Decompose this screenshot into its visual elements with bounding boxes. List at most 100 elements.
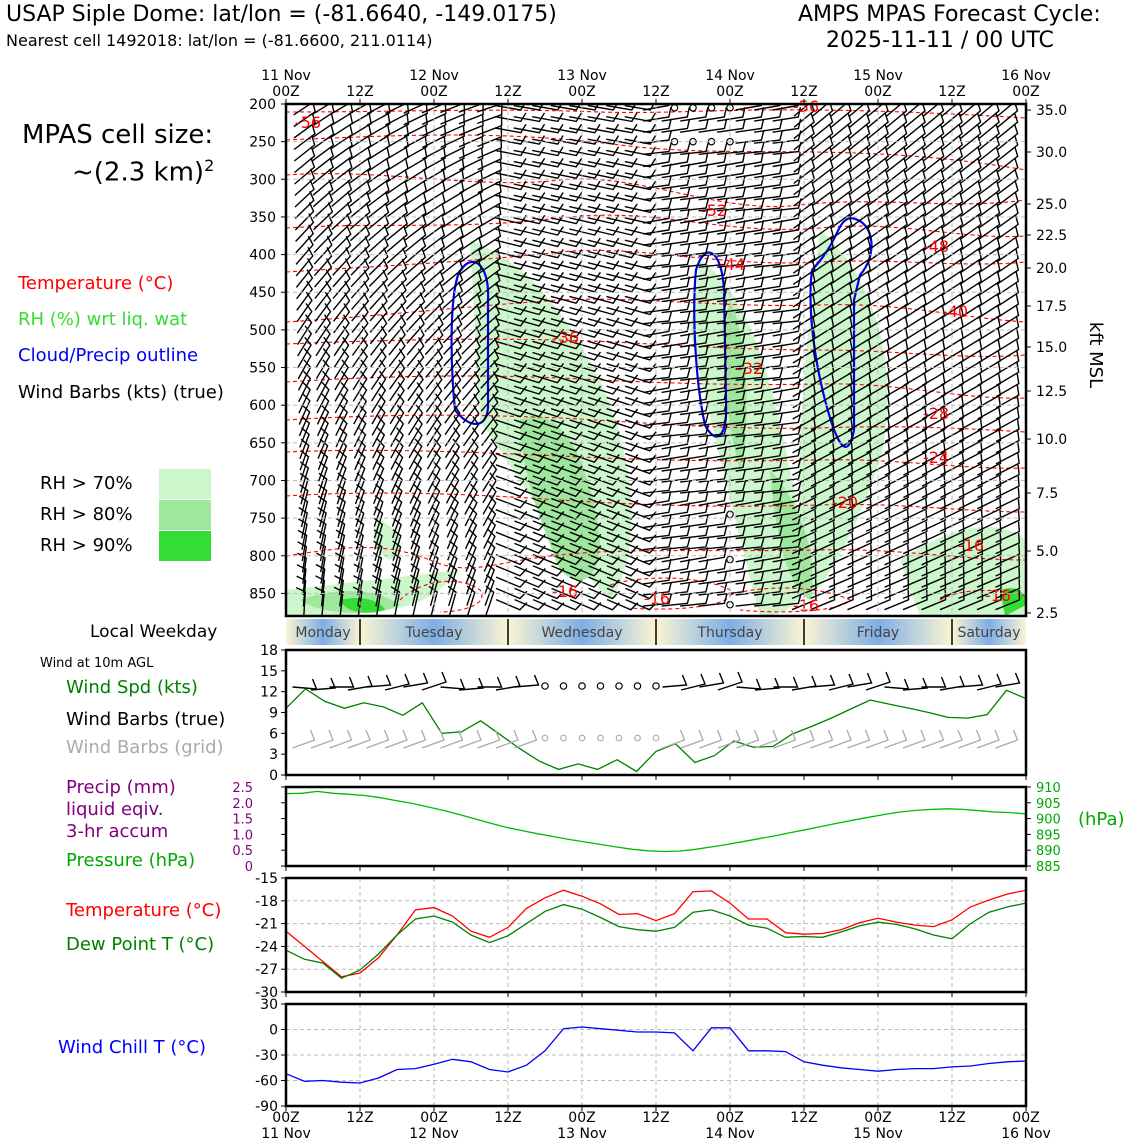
wind-barb-50: [312, 146, 335, 173]
wind-barb-474: [480, 359, 500, 389]
chill-panel-ytick-label-2: -30: [255, 1048, 278, 1064]
wind-barb-291: [406, 325, 425, 356]
wind-barb-1170: [772, 104, 800, 111]
wind-barb-642: [550, 237, 583, 248]
wind-barb-882: [643, 400, 672, 416]
wind-barb-819: [624, 203, 657, 214]
wind-barb-1533: [922, 123, 945, 151]
legend-rh: RH (%) wrt liq. wat: [18, 309, 188, 330]
wind-barb-1159: [754, 480, 784, 494]
wind10m-barb-46: [717, 671, 743, 691]
wind-barb-1294: [810, 475, 835, 499]
wind-barb-13: [295, 235, 314, 265]
wind-barb-548: [513, 192, 546, 202]
wind-barb-588: [532, 135, 564, 145]
wind-barb-1482: [884, 566, 910, 588]
wind-barb-1435: [865, 544, 891, 566]
wind-barb-281: [404, 214, 427, 241]
forecast-cycle-date: 2025-11-11 / 00 UTC: [826, 28, 1054, 53]
wind-barb-740: [587, 328, 620, 339]
wind-barb-172: [355, 506, 365, 539]
wind-barb-910: [661, 208, 690, 224]
wind-barb-960: [680, 264, 709, 281]
wind-barb-412: [459, 170, 484, 194]
wind-barb-492: [484, 562, 496, 595]
wind-barb-543: [513, 135, 546, 145]
bottom-hour-label-9: 12Z: [938, 1110, 965, 1126]
wind-barb-1040: [717, 152, 746, 168]
wind-barb-892: [643, 513, 672, 529]
wind-barb-359: [428, 585, 438, 616]
wind-barb-1581: [941, 157, 964, 185]
wind-barb-21: [297, 325, 313, 357]
wind-barb-1380: [847, 430, 872, 454]
wind-barb-961: [680, 276, 709, 292]
wind-barb-1609: [940, 475, 965, 499]
wind-barb-193: [368, 236, 389, 265]
wind-barb-344: [426, 415, 442, 447]
wind-barb-879: [643, 367, 673, 381]
wind-barb-1361: [848, 214, 871, 241]
wind-barb-944: [661, 593, 691, 607]
wind-barb-1111: [735, 445, 765, 461]
wind10m-grid-barb-69: [921, 729, 945, 749]
wind-barb-1385: [847, 487, 872, 510]
wind-barb-1676: [977, 214, 1001, 241]
wind-barb-1753: [995, 578, 1021, 600]
wind-barb-553: [513, 249, 546, 259]
wind-barb-1352: [848, 112, 871, 140]
wind-barb-1470: [884, 430, 909, 454]
wind-barb-1494: [904, 191, 927, 218]
temperature-label-8: -32: [737, 359, 763, 378]
wind-barb-406: [458, 104, 484, 125]
wind-barb-1736: [995, 384, 1020, 409]
wind-barb-192: [368, 225, 390, 253]
wind-barb-865: [643, 208, 672, 224]
wind-barb-950: [680, 152, 709, 168]
wind-barb-1679: [977, 248, 1001, 274]
pressure-tick-label-11: 750: [249, 511, 276, 527]
temperature-contour-3: [286, 173, 1026, 208]
wind-barb-558: [513, 305, 546, 316]
wind-barb-592: [532, 180, 564, 191]
temperature-label-13: -16: [644, 589, 670, 608]
weekday-band-1: [360, 619, 508, 645]
wind-barb-982: [680, 513, 709, 529]
wind-barb-693: [569, 305, 601, 316]
wind-barb-1725: [996, 260, 1020, 285]
wind-barb-688: [569, 249, 601, 259]
wind-barb-946: [680, 107, 709, 122]
precip-legend-3: 3-hr accum: [66, 821, 169, 842]
wind-barb-405: [458, 104, 484, 113]
wind-barb-779: [606, 260, 638, 270]
wind-barb-1654: [958, 475, 983, 499]
wind-barb-1093: [735, 243, 765, 257]
wind-barb-410: [458, 148, 484, 171]
wind-barb-949: [680, 141, 710, 155]
pressure-ytick-label-3: 895: [1036, 828, 1061, 843]
wind-barb-607: [532, 351, 565, 361]
wind-barb-347: [427, 449, 442, 481]
wind-barb-1390: [847, 544, 873, 566]
wind-barb-1220: [793, 146, 816, 173]
wind-barb-1102: [735, 344, 765, 359]
wind-barb-1231: [792, 271, 816, 297]
wind-barb-1672: [978, 169, 1001, 196]
wind-barb-308: [410, 517, 421, 550]
wind-barb-1245: [792, 430, 817, 454]
wind-barb-1740: [995, 430, 1020, 454]
temperature-contour-4: [286, 214, 1026, 238]
wind-barb-988: [680, 581, 709, 596]
wind-barb-937: [661, 513, 691, 529]
wind-barb-33: [299, 461, 310, 494]
wind-barb-452: [477, 115, 503, 136]
wind-barb-1527: [902, 566, 928, 588]
wind-barb-888: [643, 469, 672, 483]
wind-barb-1723: [996, 237, 1019, 263]
wind-barb-1077: [717, 570, 746, 585]
wind-barb-1242: [792, 396, 817, 420]
wind-barb-1109: [735, 424, 765, 438]
wind-barb-80: [318, 484, 328, 516]
wind-barb-1113: [735, 469, 765, 483]
wind-barb-269: [390, 586, 401, 616]
